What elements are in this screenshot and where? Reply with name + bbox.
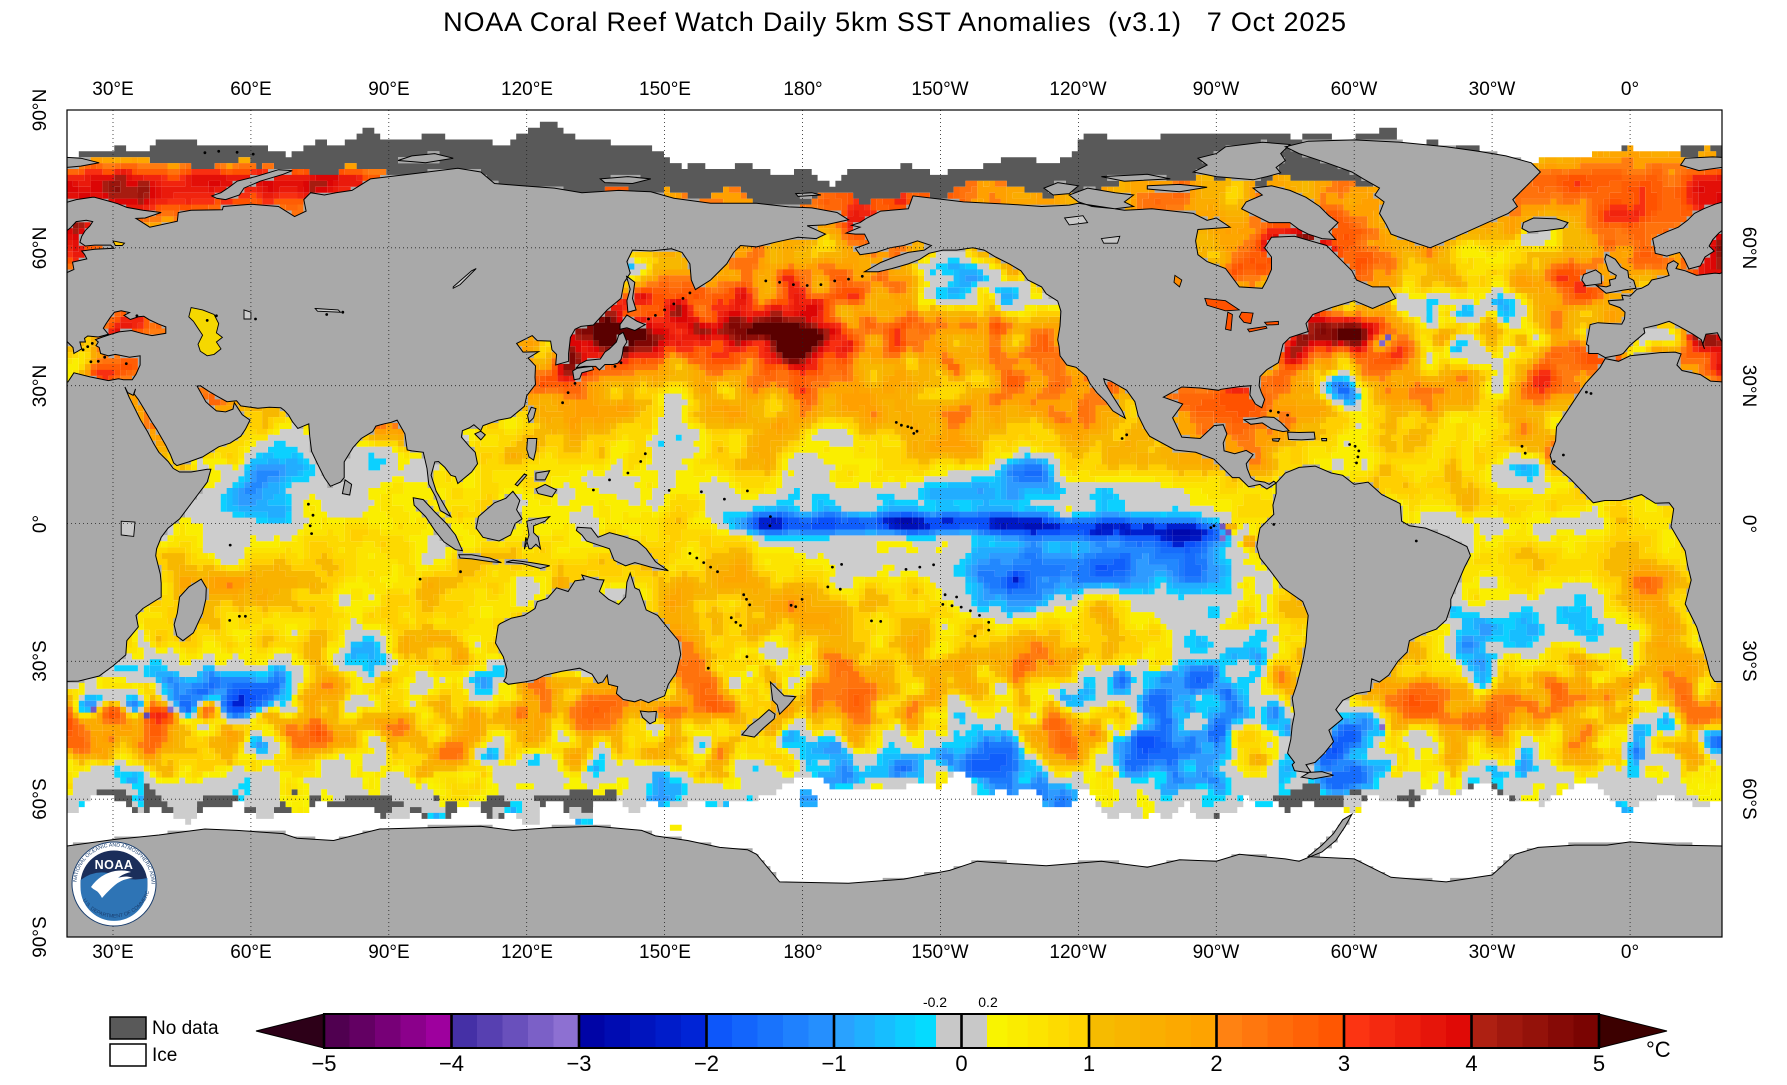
svg-text:2: 2 (1210, 1051, 1222, 1076)
svg-text:30°E: 30°E (92, 942, 133, 963)
svg-text:0.2: 0.2 (978, 994, 998, 1010)
svg-text:−1: −1 (821, 1051, 846, 1076)
svg-text:0°: 0° (1621, 79, 1639, 100)
svg-text:-0.2: -0.2 (923, 994, 947, 1010)
svg-text:30°E: 30°E (92, 79, 133, 100)
svg-text:90°E: 90°E (368, 79, 409, 100)
svg-text:No data: No data (152, 1018, 219, 1039)
svg-text:120°W: 120°W (1049, 79, 1106, 100)
svg-text:60°N: 60°N (30, 227, 51, 269)
svg-text:60°E: 60°E (230, 942, 271, 963)
svg-text:60°S: 60°S (1738, 778, 1759, 819)
svg-text:3: 3 (1338, 1051, 1350, 1076)
svg-text:150°E: 150°E (639, 79, 691, 100)
svg-text:0°: 0° (30, 515, 51, 533)
svg-text:°C: °C (1646, 1037, 1671, 1062)
svg-text:150°E: 150°E (639, 942, 691, 963)
svg-text:180°: 180° (783, 79, 822, 100)
svg-text:180°: 180° (783, 942, 822, 963)
svg-text:0: 0 (955, 1051, 967, 1076)
svg-text:30°N: 30°N (1738, 365, 1759, 407)
svg-text:90°W: 90°W (1193, 942, 1240, 963)
svg-text:Ice: Ice (152, 1045, 177, 1066)
svg-text:120°E: 120°E (501, 79, 553, 100)
svg-text:NOAA: NOAA (95, 858, 134, 872)
svg-text:−2: −2 (694, 1051, 719, 1076)
svg-text:90°W: 90°W (1193, 79, 1240, 100)
svg-text:30°W: 30°W (1469, 79, 1516, 100)
svg-text:0°: 0° (1738, 515, 1759, 533)
svg-text:60°E: 60°E (230, 79, 271, 100)
svg-text:−5: −5 (311, 1051, 336, 1076)
svg-text:NOAA Coral Reef Watch Daily 5k: NOAA Coral Reef Watch Daily 5km SST Anom… (443, 7, 1347, 37)
svg-text:90°E: 90°E (368, 942, 409, 963)
svg-text:120°W: 120°W (1049, 942, 1106, 963)
svg-text:5: 5 (1593, 1051, 1605, 1076)
svg-text:30°N: 30°N (30, 365, 51, 407)
svg-text:60°N: 60°N (1738, 227, 1759, 269)
svg-text:30°W: 30°W (1469, 942, 1516, 963)
svg-text:60°W: 60°W (1331, 942, 1378, 963)
svg-text:90°N: 90°N (30, 89, 51, 131)
svg-text:30°S: 30°S (30, 640, 51, 681)
svg-text:60°W: 60°W (1331, 79, 1378, 100)
svg-text:−4: −4 (439, 1051, 464, 1076)
svg-text:0°: 0° (1621, 942, 1639, 963)
svg-text:150°W: 150°W (911, 79, 968, 100)
svg-text:60°S: 60°S (30, 778, 51, 819)
svg-text:90°S: 90°S (30, 916, 51, 957)
svg-text:−3: −3 (566, 1051, 591, 1076)
svg-text:30°S: 30°S (1738, 640, 1759, 681)
svg-text:120°E: 120°E (501, 942, 553, 963)
svg-text:1: 1 (1083, 1051, 1095, 1076)
svg-text:150°W: 150°W (911, 942, 968, 963)
svg-text:4: 4 (1465, 1051, 1477, 1076)
